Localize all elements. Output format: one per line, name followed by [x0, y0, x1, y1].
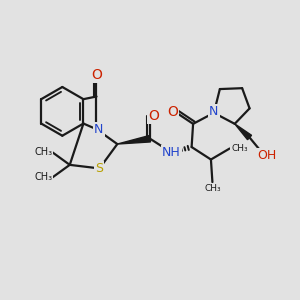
Polygon shape: [117, 136, 151, 144]
Text: S: S: [95, 162, 104, 175]
Text: OH: OH: [257, 149, 276, 162]
Text: CH₃: CH₃: [231, 144, 248, 153]
Text: CH₃: CH₃: [34, 172, 52, 182]
Text: N: N: [209, 105, 219, 118]
Text: O: O: [167, 105, 178, 119]
Text: CH₃: CH₃: [204, 184, 221, 193]
Polygon shape: [235, 124, 252, 140]
Text: O: O: [148, 109, 159, 123]
Text: O: O: [91, 68, 102, 82]
Text: CH₃: CH₃: [34, 147, 52, 158]
Text: NH: NH: [162, 146, 181, 160]
Text: N: N: [94, 123, 104, 136]
